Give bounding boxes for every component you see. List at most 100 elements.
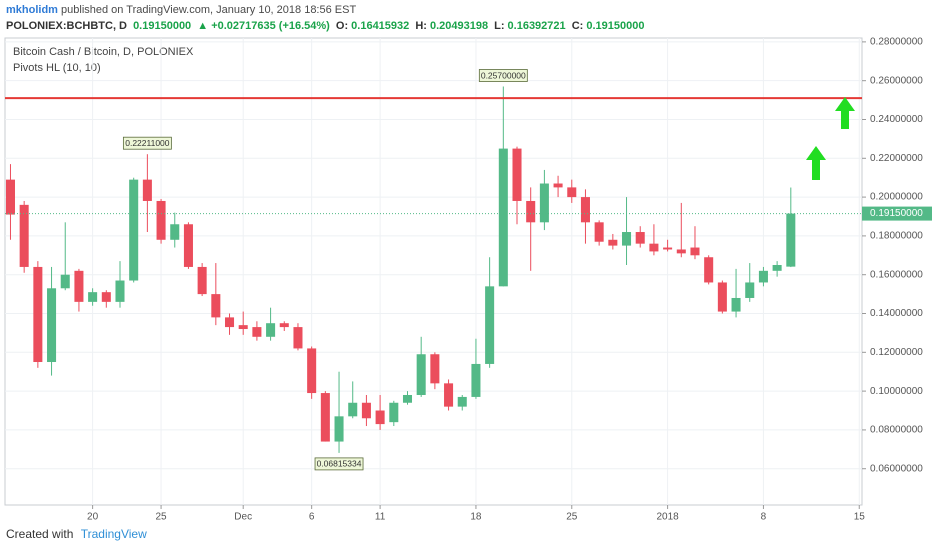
candle-body	[635, 232, 645, 244]
candle-body	[416, 354, 426, 395]
pivot-box	[314, 457, 364, 471]
candle-body	[457, 396, 467, 407]
y-tick-label: 0.18000000	[870, 231, 923, 242]
candle-body	[5, 179, 15, 215]
pivot-box	[478, 69, 528, 82]
candle-body	[608, 239, 618, 246]
candle-body	[676, 249, 686, 254]
change: ▲ +0.02717635 (+16.54%)	[197, 20, 330, 32]
candle-body	[745, 282, 755, 298]
candle-body	[19, 204, 29, 267]
candle-body	[88, 292, 98, 302]
candle-body	[717, 282, 727, 312]
close: 0.19150000	[586, 20, 645, 32]
candle-body	[389, 402, 399, 423]
candle-body	[375, 410, 385, 425]
open: 0.16415932	[351, 20, 410, 32]
x-tick-label: 25	[566, 512, 578, 520]
pivot-label: 0.06815334	[317, 459, 362, 469]
high: 0.20493198	[429, 20, 489, 32]
candle-body	[47, 288, 57, 363]
candle-body	[170, 224, 180, 240]
quote-line: POLONIEX:BCHBTC, D 0.19150000 ▲ +0.02717…	[6, 20, 647, 32]
candle-body	[252, 327, 262, 337]
candle-body	[512, 148, 522, 201]
chart: Bitcoin Cash / Bitcoin, D, POLONIEX Pivo…	[4, 37, 932, 520]
high-label: H:	[415, 20, 427, 32]
price: 0.19150000	[133, 20, 192, 32]
arrow	[806, 146, 826, 180]
candle-body	[622, 232, 632, 246]
last-price-label: 0.19150000	[870, 208, 923, 219]
candle-body	[539, 183, 549, 223]
low: 0.16392721	[507, 20, 566, 32]
candle-body	[361, 402, 371, 419]
candle-body	[156, 200, 166, 240]
x-tick-label: 15	[854, 512, 866, 520]
x-tick-label: 11	[375, 512, 386, 520]
low-label: L:	[494, 20, 505, 32]
y-tick-label: 0.06000000	[870, 463, 923, 474]
candle-body	[238, 325, 248, 330]
candle-body	[663, 247, 673, 250]
x-tick-label: 2018	[656, 512, 679, 520]
candle-body	[485, 286, 495, 364]
created-with: Created with	[6, 527, 74, 541]
candle-body	[553, 183, 563, 188]
candle-body	[704, 257, 714, 283]
candle-body	[142, 179, 152, 201]
candle-body	[786, 213, 796, 267]
candle-body	[101, 292, 111, 302]
x-tick-label: Dec	[234, 512, 252, 520]
arrows	[806, 97, 855, 180]
candle-body	[224, 317, 235, 328]
candle-body	[33, 266, 43, 363]
candle-body	[183, 224, 193, 267]
candle-body	[293, 327, 303, 349]
candle-body	[526, 200, 536, 223]
candle-body	[649, 243, 659, 252]
candle-body	[320, 393, 330, 442]
candle-body	[334, 416, 344, 442]
candle-body	[772, 265, 782, 271]
candle-body	[498, 148, 508, 287]
y-tick-label: 0.24000000	[870, 114, 923, 125]
close-label: C:	[571, 20, 584, 32]
candle-body	[60, 274, 70, 289]
y-tick-label: 0.08000000	[870, 425, 923, 436]
last-price-box	[862, 206, 932, 221]
brand[interactable]: TradingView	[80, 527, 147, 541]
candle-body	[402, 394, 413, 403]
pivot-box	[122, 136, 172, 150]
x-tick-label: 6	[309, 512, 315, 520]
candle-body	[211, 294, 221, 318]
y-tick-label: 0.20000000	[870, 192, 923, 203]
pivot-label: 0.22211000	[125, 138, 170, 148]
y-tick-label: 0.10000000	[870, 386, 923, 397]
y-tick-label: 0.12000000	[870, 347, 923, 358]
pivot-label: 0.25700000	[481, 70, 526, 80]
candle-body	[594, 222, 604, 242]
candle-body	[348, 402, 358, 417]
footer: Created with TradingView	[6, 527, 147, 541]
chart-title: Bitcoin Cash / Bitcoin, D, POLONIEX	[13, 46, 194, 58]
candle-body	[115, 280, 125, 302]
x-tick-label: 20	[87, 512, 99, 520]
candle-body	[567, 187, 577, 198]
y-tick-label: 0.14000000	[870, 308, 923, 319]
candle-body	[430, 354, 440, 384]
candle-body	[731, 297, 741, 312]
published: published on TradingView.com, January 10…	[61, 4, 357, 16]
candle-body	[266, 323, 276, 337]
candle-body	[690, 247, 700, 256]
candle-body	[279, 323, 289, 328]
candle-body	[758, 270, 768, 283]
author[interactable]: mkholidm	[6, 4, 58, 16]
candle-body	[471, 363, 481, 397]
indicator-label: Pivots HL (10, 10)	[13, 62, 101, 74]
y-tick-label: 0.28000000	[870, 37, 923, 48]
x-tick-label: 18	[470, 512, 482, 520]
x-tick-label: 8	[761, 512, 767, 520]
plot-frame	[4, 37, 863, 506]
